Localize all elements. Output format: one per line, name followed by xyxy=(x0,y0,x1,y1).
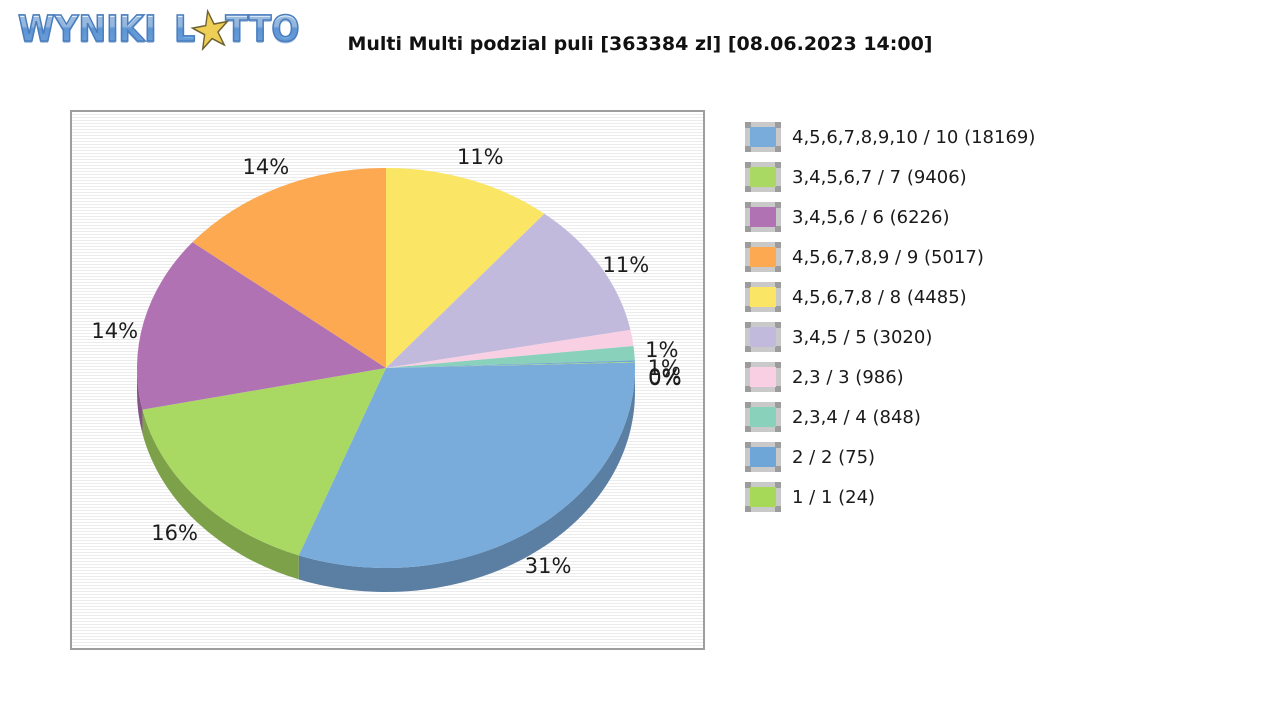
legend-label: 3,4,5 / 5 (3020) xyxy=(792,326,933,348)
logo-word-lotto-l: L xyxy=(173,8,196,51)
legend-swatch-icon xyxy=(745,242,781,272)
legend-item: 2,3 / 3 (986) xyxy=(745,357,1035,397)
logo-word-wyniki: WYNIKI xyxy=(17,8,157,51)
legend-item: 2 / 2 (75) xyxy=(745,437,1035,477)
legend-swatch-icon xyxy=(745,202,781,232)
percent-label: 11% xyxy=(456,145,504,170)
site-logo[interactable]: WYNIKI L★TTO xyxy=(17,0,301,63)
chart-legend: 4,5,6,7,8,9,10 / 10 (18169) 3,4,5,6,7 / 7… xyxy=(745,117,1035,517)
legend-label: 3,4,5,6 / 6 (6226) xyxy=(792,206,950,228)
percent-label: 0% xyxy=(648,366,682,391)
legend-item: 3,4,5,6,7 / 7 (9406) xyxy=(745,157,1035,197)
legend-swatch-icon xyxy=(745,162,781,192)
legend-item: 4,5,6,7,8,9,10 / 10 (18169) xyxy=(745,117,1035,157)
percent-label: 16% xyxy=(151,521,198,546)
legend-label: 4,5,6,7,8 / 8 (4485) xyxy=(792,286,967,308)
percent-label: 14% xyxy=(91,319,139,344)
logo-word-lotto-tto: TTO xyxy=(225,8,301,51)
legend-swatch-icon xyxy=(745,282,781,312)
legend-label: 4,5,6,7,8,9,10 / 10 (18169) xyxy=(792,126,1036,148)
percent-label: 0% xyxy=(648,365,682,390)
legend-item: 3,4,5,6 / 6 (6226) xyxy=(745,197,1035,237)
percent-label: 31% xyxy=(524,553,572,578)
legend-label: 4,5,6,7,8,9 / 9 (5017) xyxy=(792,246,984,268)
legend-item: 1 / 1 (24) xyxy=(745,477,1035,517)
legend-item: 3,4,5 / 5 (3020) xyxy=(745,317,1035,357)
legend-swatch-icon xyxy=(745,362,781,392)
legend-item: 2,3,4 / 4 (848) xyxy=(745,397,1035,437)
percent-label: 1% xyxy=(645,338,679,363)
legend-swatch-icon xyxy=(745,402,781,432)
legend-item: 4,5,6,7,8 / 8 (4485) xyxy=(745,277,1035,317)
legend-label: 2,3 / 3 (986) xyxy=(792,366,904,388)
pie-chart xyxy=(137,168,636,593)
legend-swatch-icon xyxy=(745,442,781,472)
chart-title: Multi Multi podzial puli [363384 zl] [08… xyxy=(347,33,933,55)
legend-swatch-icon xyxy=(745,482,781,512)
legend-label: 1 / 1 (24) xyxy=(792,486,876,508)
percent-label: 14% xyxy=(242,155,290,180)
legend-label: 2,3,4 / 4 (848) xyxy=(792,406,921,428)
percent-label: 11% xyxy=(602,252,650,277)
legend-swatch-icon xyxy=(745,322,781,352)
legend-label: 3,4,5,6,7 / 7 (9406) xyxy=(792,166,967,188)
legend-swatch-icon xyxy=(745,122,781,152)
percent-label: 1% xyxy=(647,356,681,380)
legend-label: 2 / 2 (75) xyxy=(792,446,876,468)
pie-chart-panel: 11% 11% 1% 1% 0% 0% 31% 16% 14% 14% xyxy=(70,110,705,650)
legend-item: 4,5,6,7,8,9 / 9 (5017) xyxy=(745,237,1035,277)
